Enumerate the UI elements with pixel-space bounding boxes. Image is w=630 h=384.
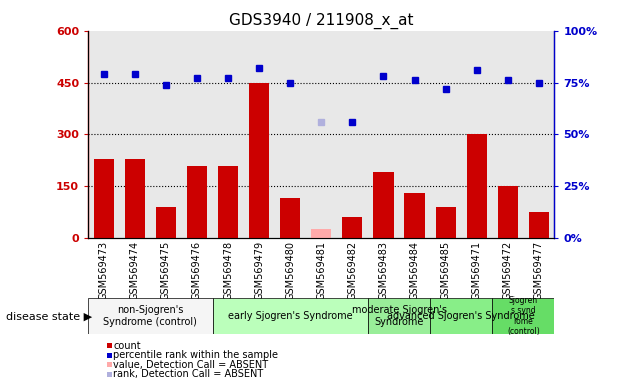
Text: GSM569482: GSM569482: [347, 241, 357, 300]
Text: GSM569473: GSM569473: [99, 241, 109, 300]
Text: moderate Sjogren's
Syndrome: moderate Sjogren's Syndrome: [352, 305, 447, 327]
Bar: [529, 212, 549, 238]
Bar: [212, 298, 368, 334]
Bar: [94, 159, 114, 238]
Bar: [280, 198, 301, 238]
Bar: [187, 166, 207, 238]
Bar: [374, 172, 394, 238]
Text: value, Detection Call = ABSENT: value, Detection Call = ABSENT: [113, 360, 268, 370]
Bar: [156, 207, 176, 238]
Text: GSM569478: GSM569478: [223, 241, 233, 300]
Text: GSM569485: GSM569485: [440, 241, 450, 300]
Bar: [492, 298, 554, 334]
Bar: [125, 159, 145, 238]
Text: GSM569474: GSM569474: [130, 241, 140, 300]
Text: disease state ▶: disease state ▶: [6, 312, 93, 322]
Text: GSM569471: GSM569471: [472, 241, 482, 300]
Bar: [435, 207, 455, 238]
Text: early Sjogren's Syndrome: early Sjogren's Syndrome: [228, 311, 353, 321]
Text: GSM569483: GSM569483: [379, 241, 389, 300]
Bar: [249, 83, 269, 238]
Text: GSM569481: GSM569481: [316, 241, 326, 300]
Text: GSM569484: GSM569484: [410, 241, 420, 300]
Text: percentile rank within the sample: percentile rank within the sample: [113, 350, 278, 360]
Text: GSM569476: GSM569476: [192, 241, 202, 300]
Text: GSM569475: GSM569475: [161, 241, 171, 300]
Bar: [218, 166, 238, 238]
Bar: [311, 230, 331, 238]
Bar: [498, 186, 518, 238]
Bar: [368, 298, 430, 334]
Text: non-Sjogren's
Syndrome (control): non-Sjogren's Syndrome (control): [103, 305, 197, 327]
Text: GSM569477: GSM569477: [534, 241, 544, 300]
Bar: [342, 217, 362, 238]
Bar: [467, 134, 487, 238]
Bar: [88, 298, 212, 334]
Text: GSM569472: GSM569472: [503, 241, 513, 300]
Text: Sjogren
s synd
rome
(control): Sjogren s synd rome (control): [507, 296, 540, 336]
Text: advanced Sjogren's Syndrome: advanced Sjogren's Syndrome: [387, 311, 535, 321]
Title: GDS3940 / 211908_x_at: GDS3940 / 211908_x_at: [229, 13, 413, 29]
Text: GSM569480: GSM569480: [285, 241, 295, 300]
Text: GSM569479: GSM569479: [254, 241, 264, 300]
Text: rank, Detection Call = ABSENT: rank, Detection Call = ABSENT: [113, 369, 263, 379]
Bar: [404, 193, 425, 238]
Text: count: count: [113, 341, 140, 351]
Bar: [430, 298, 492, 334]
